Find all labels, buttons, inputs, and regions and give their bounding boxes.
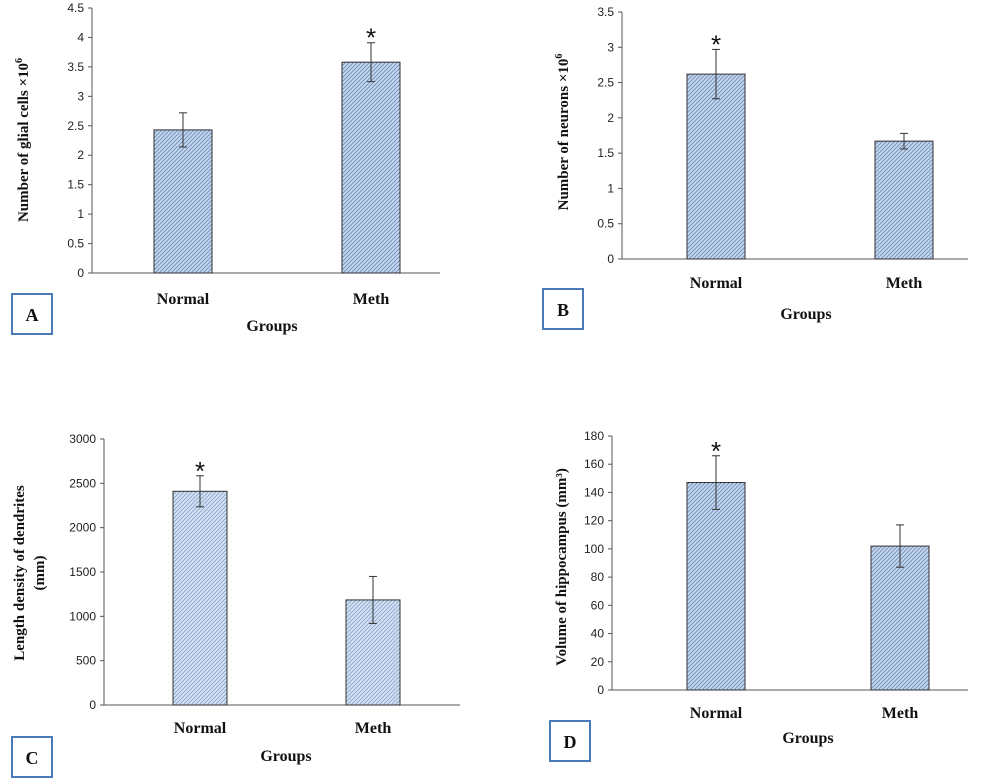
y-tick-label: 0 [89, 698, 96, 712]
x-axis-title: Groups [246, 318, 297, 335]
y-axis-title-superscript: 6 [554, 54, 565, 59]
y-axis-title: Length density of dendrites (mm) [12, 485, 48, 661]
bar-normal [153, 129, 213, 274]
significance-star: * [366, 23, 376, 53]
y-tick-label: 0 [607, 252, 614, 266]
y-tick-label: 120 [584, 514, 604, 528]
x-category-label: Normal [690, 705, 743, 722]
y-tick-label: 1.5 [67, 178, 84, 192]
y-tick-label: 0.5 [67, 237, 84, 251]
x-category-label: Meth [353, 291, 390, 308]
y-tick-label: 180 [584, 429, 604, 443]
y-tick-label: 2000 [69, 521, 96, 535]
y-tick-label: 20 [591, 655, 605, 669]
significance-star: * [711, 29, 721, 59]
y-tick-label: 40 [591, 627, 605, 641]
panel-label-box [542, 288, 584, 330]
y-tick-label: 1500 [69, 565, 96, 579]
significance-star: * [195, 456, 205, 486]
y-tick-label: 0 [597, 683, 604, 697]
y-tick-label: 140 [584, 485, 604, 499]
y-tick-label: 2 [607, 111, 614, 125]
y-axis-title-text: Number of neurons ×10 [556, 59, 572, 211]
x-axis-title: Groups [782, 730, 833, 747]
chart-panel-d: 0 20 40 60 80 100 120 140 160 180 * Normal Meth Group… [549, 429, 968, 762]
y-tick-label: 160 [584, 457, 604, 471]
bar-meth [341, 61, 401, 274]
y-tick-label: 1000 [69, 609, 96, 623]
x-category-label: Meth [886, 275, 923, 292]
panel-label-box [11, 736, 53, 778]
y-axis-title: Number of neurons ×106 [554, 54, 572, 211]
x-category-label: Meth [355, 720, 392, 737]
y-tick-label: 0.5 [597, 217, 614, 231]
y-tick-label: 1 [77, 207, 84, 221]
y-tick-label: 100 [584, 542, 604, 556]
y-tick-label: 2.5 [597, 76, 614, 90]
y-tick-label: 2500 [69, 476, 96, 490]
bar-normal [172, 490, 228, 706]
y-tick-label: 2.5 [67, 119, 84, 133]
y-axis-title-line2: (mm) [32, 556, 48, 591]
y-tick-label: 4 [77, 30, 84, 44]
panel-label: D [564, 732, 577, 752]
y-tick-label: 4.5 [67, 1, 84, 15]
y-tick-label: 3000 [69, 432, 96, 446]
panel-label: C [26, 748, 39, 768]
y-tick-label: 3 [77, 89, 84, 103]
y-axis-title-text: Length density of dendrites [12, 485, 28, 661]
bar-meth [870, 545, 930, 691]
panel-label: B [557, 300, 569, 320]
y-tick-label: 3 [607, 40, 614, 54]
x-category-label: Normal [690, 275, 743, 292]
x-axis-title: Groups [780, 306, 831, 323]
y-tick-label: 0 [77, 266, 84, 280]
y-tick-label: 1.5 [597, 146, 614, 160]
chart-panel-c: 0 500 1000 1500 2000 2500 3000 * Normal Meth Group… [11, 432, 460, 778]
x-category-label: Normal [157, 291, 210, 308]
chart-panel-a: 0 0.5 1 1.5 2 2.5 3 3.5 4 4.5 Normal * Meth Groups Num… [11, 1, 440, 335]
y-axis-title-text: Number of glial cells ×10 [16, 63, 32, 222]
y-tick-label: 2 [77, 148, 84, 162]
y-tick-label: 60 [591, 598, 605, 612]
panel-label-box [11, 293, 53, 335]
significance-star: * [711, 436, 721, 466]
x-category-label: Normal [174, 720, 227, 737]
y-axis-title: Volume of hippocampus (mm³) [554, 468, 570, 666]
y-tick-label: 3.5 [67, 60, 84, 74]
y-axis-title: Number of glial cells ×106 [14, 58, 32, 222]
bar-normal [686, 73, 746, 260]
y-tick-label: 1 [607, 181, 614, 195]
chart-panel-b: 0 0.5 1 1.5 2 2.5 3 3.5 * Normal Meth Groups Number … [542, 5, 968, 330]
y-tick-label: 80 [591, 570, 605, 584]
bar-meth [874, 140, 934, 260]
x-category-label: Meth [882, 705, 919, 722]
y-axis-title-superscript: 6 [14, 58, 25, 63]
x-axis-title: Groups [260, 748, 311, 765]
panel-label: A [26, 305, 39, 325]
y-tick-label: 3.5 [597, 5, 614, 19]
panel-label-box [549, 720, 591, 762]
y-axis-title-text: Volume of hippocampus (mm³) [554, 468, 570, 666]
y-tick-label: 500 [76, 654, 96, 668]
bar-normal [686, 482, 746, 691]
